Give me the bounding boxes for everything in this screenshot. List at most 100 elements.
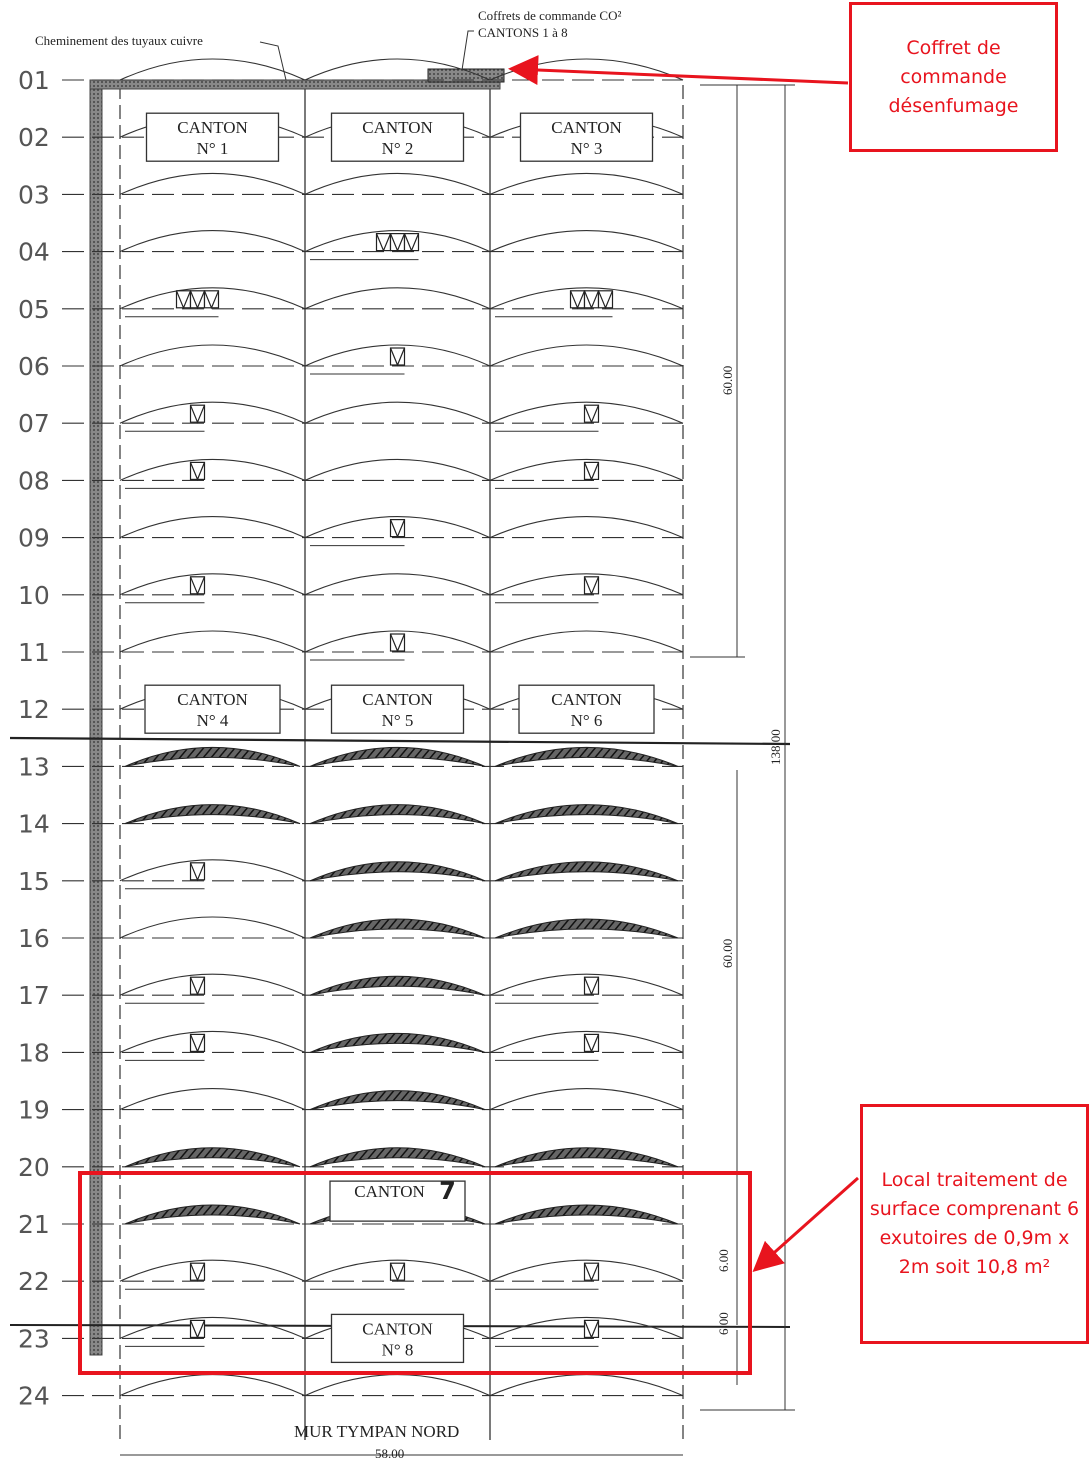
smoke-vent-marker [583, 404, 600, 423]
hatched-vault [309, 918, 486, 939]
smoke-vent-glyph [583, 576, 600, 596]
vault-arc [489, 230, 684, 253]
row-number-label: 15 [18, 867, 50, 896]
roof-row: 10 [18, 573, 684, 610]
smoke-vent-glyph [389, 233, 406, 253]
vault-arc [489, 1374, 684, 1397]
vault-arc [304, 1374, 491, 1397]
hatched-vault [494, 1147, 679, 1168]
smoke-vent-glyph [189, 976, 206, 996]
smoke-vent-glyph [583, 976, 600, 996]
canton-label-box: CANTON N° 4 [144, 684, 281, 734]
roof-row: 07 [18, 401, 684, 438]
canton-box-frame [330, 684, 465, 734]
smoke-vent-marker [189, 1262, 206, 1281]
surface-treatment-arrow [752, 1176, 859, 1272]
vault-arc [119, 287, 306, 310]
row-number-label: 06 [18, 352, 50, 381]
canton-label-box: CANTON N° 2 [330, 112, 465, 162]
vault-arc [119, 344, 306, 367]
roof-row: 01 [18, 58, 684, 95]
smoke-vent-marker [569, 290, 586, 309]
smoke-vent-glyph [583, 462, 600, 481]
smoke-vent-marker [389, 233, 406, 252]
smoke-vent-glyph [583, 404, 600, 424]
canton-number: N° 1 [197, 139, 229, 158]
vault-arc [119, 916, 306, 939]
row-number-label: 04 [18, 238, 50, 267]
smoke-vent-marker [389, 347, 406, 366]
vault-arc [304, 344, 491, 367]
vault-arc [489, 172, 684, 195]
row-number-label: 03 [18, 180, 50, 209]
canton-title: CANTON [177, 690, 248, 709]
row-number-label: 09 [18, 524, 50, 553]
roof-row: 03 [18, 172, 684, 209]
canton-number: N° 5 [382, 711, 414, 730]
vault-arc [489, 344, 684, 367]
smoke-vent-marker [583, 1033, 600, 1053]
hatched-vault [309, 861, 486, 882]
copper-pipe-route [89, 79, 103, 1356]
smoke-vent-glyph [583, 290, 600, 310]
hatched-vault [309, 1090, 486, 1111]
roof-row: 06 [18, 344, 684, 381]
smoke-vent-glyph [583, 1034, 600, 1053]
smoke-vent-marker [583, 461, 600, 480]
vault-arc [489, 1030, 684, 1053]
row-number-label: 05 [18, 295, 50, 324]
row-number-label: 11 [18, 638, 50, 667]
smoke-vent-marker [189, 404, 206, 423]
smoke-vent-marker [189, 576, 206, 595]
vault-arc [119, 573, 306, 596]
copper-route-label: Cheminement des tuyaux cuivre [35, 33, 203, 48]
smoke-vent-glyph [189, 290, 206, 310]
smoke-vent-marker [583, 1319, 600, 1339]
roof-row: 17 [18, 973, 684, 1010]
hatched-vault [494, 804, 679, 825]
canton-title: CANTON [551, 118, 622, 137]
smoke-vent-glyph [189, 462, 206, 481]
smoke-vent-marker [375, 233, 392, 252]
row-number-label: 10 [18, 581, 50, 610]
vault-arc [304, 287, 491, 310]
dim-total-length: 138.00 [768, 729, 783, 765]
roof-row: 20 [18, 1147, 683, 1182]
canton-box-frame [330, 112, 465, 162]
vault-arc [119, 1316, 306, 1339]
roof-row: 08 [18, 458, 684, 495]
vault-arc [119, 458, 306, 481]
roof-row: 04 [18, 230, 684, 267]
dim-upper-span: 60.00 [720, 366, 735, 395]
vault-arc [489, 973, 684, 996]
smoke-vent-glyph [189, 576, 206, 596]
control-box-callout-text: Coffret de commande désenfumage [888, 36, 1019, 117]
canton-number: N° 2 [382, 139, 414, 158]
roof-row: 16 [18, 916, 683, 953]
canton-number: N° 4 [197, 711, 229, 730]
vault-arc [119, 973, 306, 996]
smoke-vent-marker [583, 1262, 600, 1281]
smoke-vent-marker [403, 233, 420, 252]
row-number-label: 01 [18, 66, 50, 95]
hatched-vault [309, 804, 486, 825]
roof-row: 14 [18, 804, 683, 839]
row-number-label: 08 [18, 466, 50, 495]
canton-number: N° 3 [571, 139, 603, 158]
surface-treatment-callout-text: Local traitement de surface comprenant 6… [869, 1169, 1080, 1278]
smoke-vent-marker [189, 1319, 206, 1339]
canton-label-box: CANTON N° 5 [330, 684, 465, 734]
hatched-vault [494, 918, 679, 939]
row-number-label: 20 [18, 1153, 50, 1182]
row-number-label: 23 [18, 1324, 50, 1353]
dim-bay-a: 6.00 [716, 1249, 731, 1272]
canton-label-box: CANTON 7 [329, 1177, 466, 1222]
roof-row: 19 [18, 1088, 684, 1125]
vault-arc [489, 458, 684, 481]
vault-arc [489, 1259, 684, 1282]
vault-arc [119, 172, 306, 195]
smoke-vent-glyph [389, 347, 406, 367]
dim-bay-b: 6.00 [716, 1312, 731, 1335]
control-box-arrow [508, 55, 849, 85]
